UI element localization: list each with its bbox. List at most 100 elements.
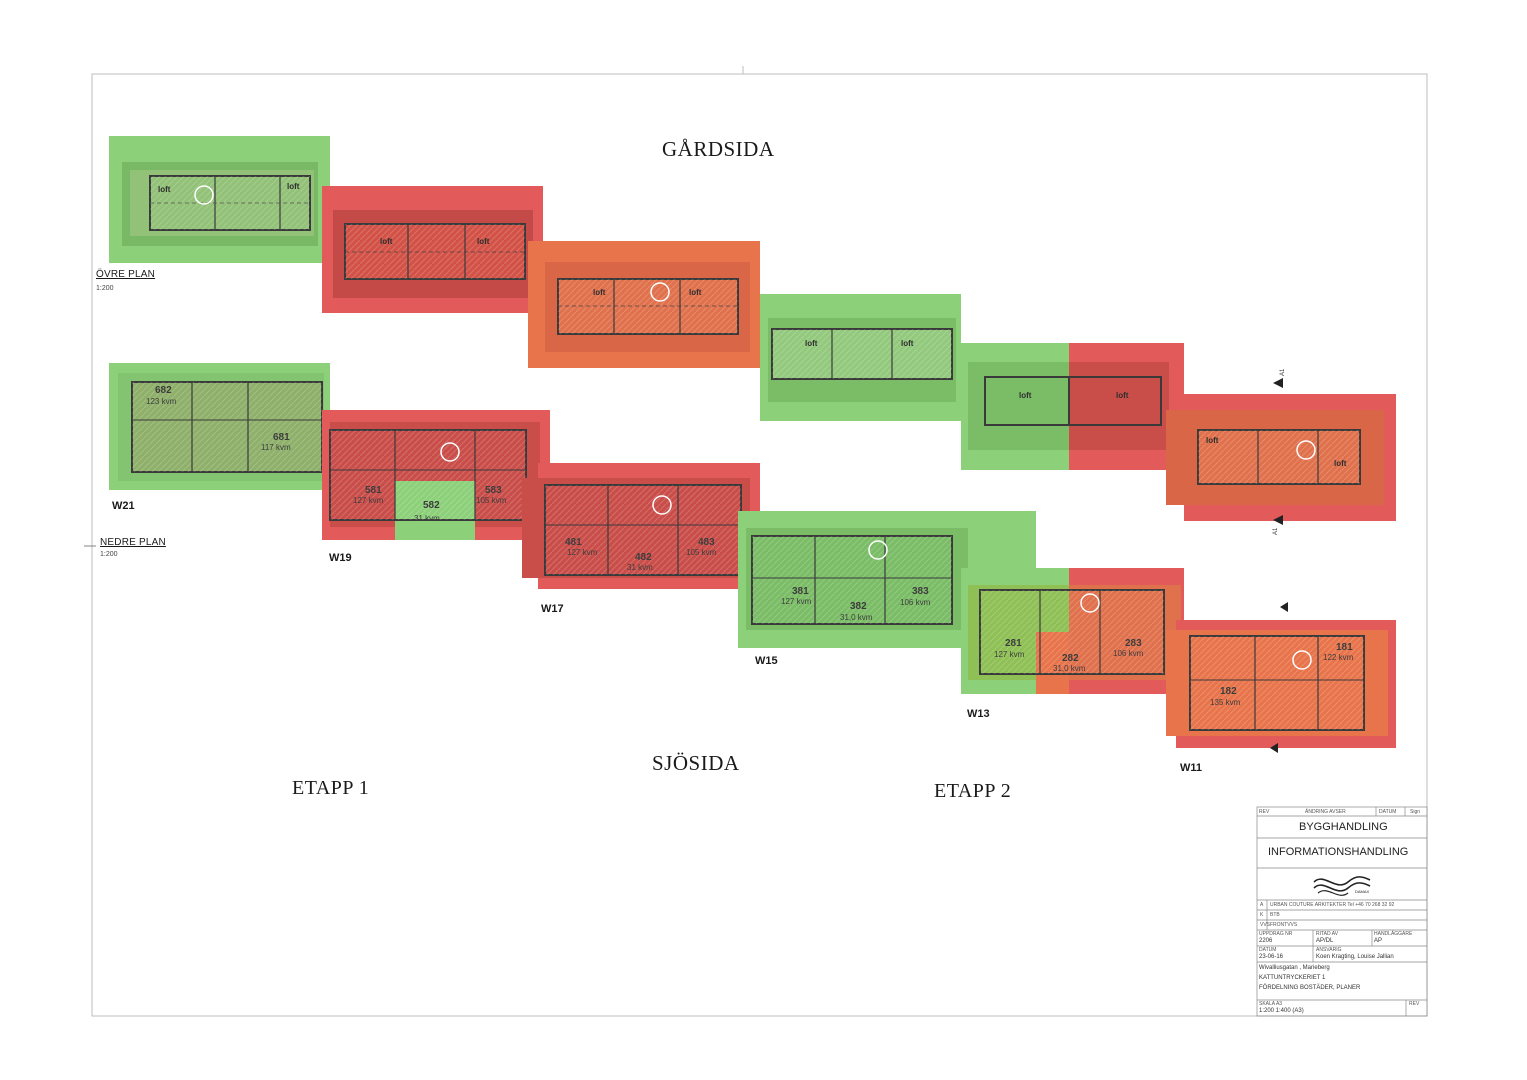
unit-area: 135 kvm [1210, 698, 1241, 707]
loft-label: loft [593, 288, 606, 297]
unit-number: 282 [1062, 653, 1079, 664]
stage-2-heading: ETAPP 2 [934, 780, 1012, 802]
tb-change-header: ÄNDRING AVSER [1305, 809, 1346, 815]
upper-plan-title: ÖVRE PLAN [96, 269, 156, 280]
tb-status: BYGGHANDLING [1299, 821, 1388, 833]
svg-text:A1: A1 [1280, 368, 1286, 376]
unit-area: 31 kvm [414, 514, 440, 523]
tb-label-responsible: HANDLÄGGARE [1374, 931, 1413, 937]
unit-area: 127 kvm [781, 597, 812, 606]
tb-label-responsible-person: ANSVARIG [1316, 947, 1342, 953]
loft-label: loft [1206, 436, 1219, 445]
lower-w21-block [109, 363, 330, 490]
unit-number: 181 [1336, 642, 1353, 653]
sheet-border [91, 73, 1428, 1017]
tb-sign-header: Sign [1410, 809, 1421, 815]
tb-scale: 1:200 1:400 (A3) [1259, 1008, 1304, 1014]
lower-plan [109, 363, 1396, 753]
unit-number: 583 [485, 485, 502, 496]
unit-number: 582 [423, 500, 440, 511]
tb-discipline-text: BTB [1270, 912, 1280, 918]
svg-text:A1: A1 [1273, 527, 1279, 535]
tb-label-scale: SKALA A3 [1259, 1001, 1283, 1007]
section-marker-a1: A1 A1 [1273, 368, 1286, 535]
unit-labels: 682 123 kvm 681 117 kvm 581 127 kvm 582 … [146, 385, 1354, 707]
lake-side-heading: SJÖSIDA [652, 751, 740, 775]
unit-area: 127 kvm [567, 548, 598, 557]
tb-discipline-code: VVS [1260, 922, 1271, 928]
unit-number: 481 [565, 537, 582, 548]
unit-number: 681 [273, 432, 290, 443]
building-label: W13 [967, 708, 990, 720]
tb-label-rev: REV [1409, 1001, 1420, 1007]
loft-label: loft [689, 288, 702, 297]
upper-w19-block [322, 186, 543, 313]
unit-area: 31,0 kvm [840, 613, 873, 622]
loft-label: loft [380, 237, 393, 246]
tb-property: KATTUNTRYCKERIET 1 [1259, 975, 1326, 981]
unit-number: 581 [365, 485, 382, 496]
tb-discipline-code: K [1260, 912, 1264, 918]
tb-date: 23-06-16 [1259, 954, 1284, 960]
unit-number: 682 [155, 385, 172, 396]
lower-w13-block [961, 568, 1184, 694]
loft-label: loft [1334, 459, 1347, 468]
building-label: W11 [1180, 762, 1203, 774]
upper-w21-block [109, 136, 330, 263]
unit-area: 127 kvm [994, 650, 1025, 659]
tb-date-header: DATUM [1379, 809, 1397, 815]
tb-responsible-person: Koen Kragting, Louise Jallian [1316, 954, 1394, 960]
unit-number: 381 [792, 586, 809, 597]
tb-drawing-title: FÖRDELNING BOSTÄDER, PLANER [1259, 985, 1361, 991]
building-label: W15 [755, 655, 778, 667]
unit-area: 117 kvm [261, 443, 291, 452]
building-label: W19 [329, 552, 352, 564]
tb-document-type: INFORMATIONSHANDLING [1268, 846, 1409, 858]
building-label: W21 [112, 500, 135, 512]
unit-number: 483 [698, 537, 715, 548]
upper-w13-block [961, 343, 1184, 470]
unit-number: 281 [1005, 638, 1022, 649]
courtyard-side-heading: GÅRDSIDA [662, 137, 775, 161]
unit-area: 127 kvm [353, 496, 384, 505]
unit-area: 31,0 kvm [1053, 664, 1086, 673]
lower-w11-block [1166, 620, 1396, 748]
tb-responsible: AP [1374, 938, 1383, 944]
loft-label: loft [805, 339, 818, 348]
stage-1-heading: ETAPP 1 [292, 777, 370, 799]
tb-assignment-no: 2206 [1259, 938, 1273, 944]
unit-area: 106 kvm [1113, 649, 1144, 658]
lower-plan-title: NEDRE PLAN [100, 537, 166, 548]
building-label: W17 [541, 603, 564, 615]
tb-label-drawn-by: RITAD AV [1316, 931, 1339, 937]
svg-text:DAMAX: DAMAX [1355, 889, 1370, 894]
unit-number: 482 [635, 552, 652, 563]
tb-drawn-by: AP/DL [1316, 938, 1334, 944]
tb-discipline-code: A [1260, 902, 1264, 908]
unit-area: 123 kvm [146, 397, 177, 406]
tb-label-date: DATUM [1259, 947, 1277, 953]
tb-label-assignment: UPPDRAG NR [1259, 931, 1293, 937]
unit-number: 283 [1125, 638, 1142, 649]
loft-label: loft [1019, 391, 1032, 400]
unit-number: 382 [850, 601, 867, 612]
lower-w19-block [322, 410, 550, 540]
upper-w17-block [528, 241, 760, 368]
loft-label: loft [1116, 391, 1129, 400]
loft-label: loft [158, 185, 171, 194]
upper-w15-block [760, 294, 961, 421]
unit-number: 182 [1220, 686, 1237, 697]
loft-label: loft [287, 182, 300, 191]
unit-area: 105 kvm [686, 548, 717, 557]
lower-plan-scale: 1:200 [100, 551, 118, 558]
tb-discipline-text: URBAN COUTURE ARKITEKTER Tel +46 70 268 … [1270, 902, 1395, 908]
tb-discipline-text: FRONTVVS [1270, 922, 1298, 928]
tb-address: Wivalliusgatan , Marieberg [1259, 965, 1330, 971]
upper-w11-block [1166, 394, 1396, 521]
unit-area: 105 kvm [476, 496, 507, 505]
lower-w17-block [522, 463, 760, 589]
unit-area: 106 kvm [900, 598, 931, 607]
upper-plan-scale: 1:200 [96, 285, 114, 292]
